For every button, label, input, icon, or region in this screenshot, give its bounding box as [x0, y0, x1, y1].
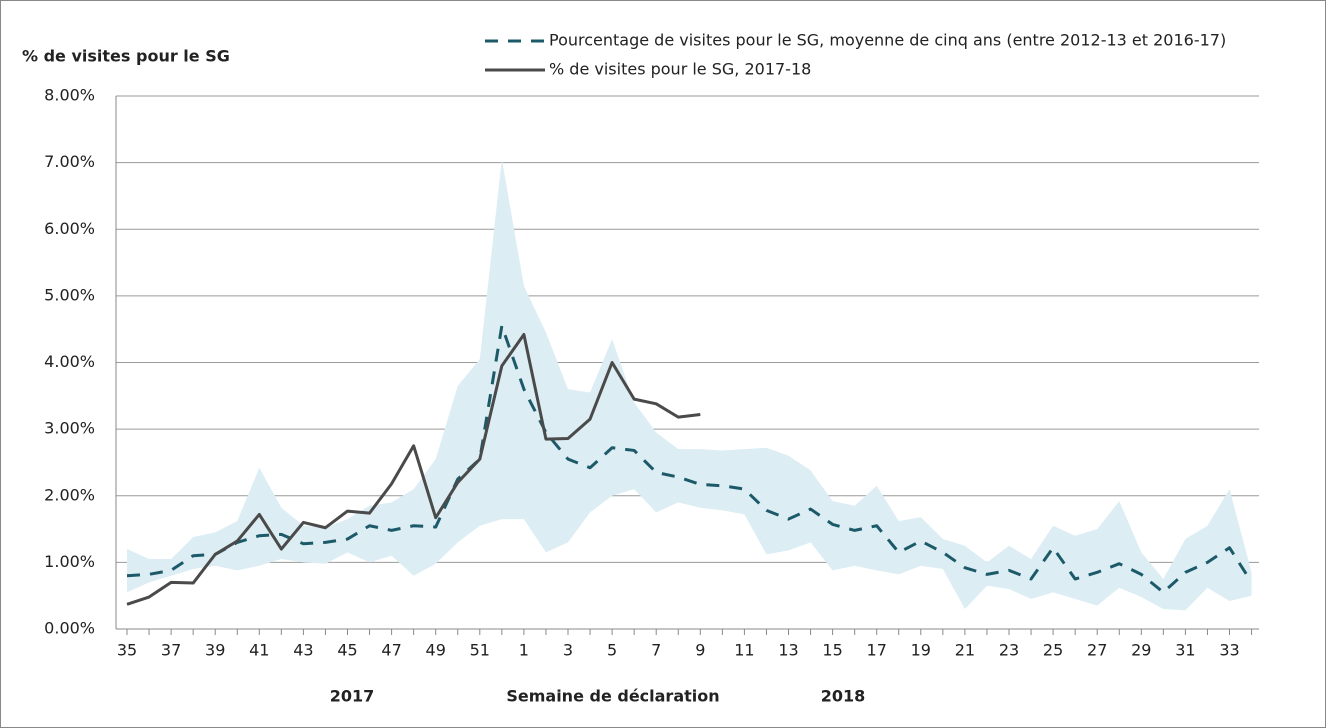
y-tick-label: 5.00%	[44, 285, 95, 304]
x-tick-label: 1	[519, 641, 529, 660]
y-tick-label: 0.00%	[44, 619, 95, 638]
x-tick-label: 9	[695, 641, 705, 660]
x-tick-label: 19	[911, 641, 931, 660]
x-tick-label: 37	[161, 641, 181, 660]
x-tick-label: 49	[426, 641, 446, 660]
y-tick-label: 8.00%	[44, 86, 95, 105]
x-tick-label: 25	[1043, 641, 1063, 660]
legend-label: Pourcentage de visites pour le SG, moyen…	[549, 31, 1226, 50]
y-axis-title: % de visites pour le SG	[22, 47, 230, 66]
x-tick-label: 41	[249, 641, 269, 660]
x-tick-label: 13	[778, 641, 798, 660]
x-tick-label: 47	[381, 641, 401, 660]
legend-label: % de visites pour le SG, 2017-18	[549, 60, 811, 79]
x-axis-title: Semaine de déclaration	[506, 687, 719, 706]
y-tick-label: 6.00%	[44, 219, 95, 238]
x-tick-label: 29	[1131, 641, 1151, 660]
x-tick-label: 43	[293, 641, 313, 660]
x-tick-label: 11	[734, 641, 754, 660]
y-tick-label: 1.00%	[44, 552, 95, 571]
x-tick-label: 35	[117, 641, 137, 660]
year-label: 2018	[821, 687, 866, 706]
x-tick-label: 5	[607, 641, 617, 660]
x-tick-label: 51	[470, 641, 490, 660]
x-tick-label: 27	[1087, 641, 1107, 660]
x-tick-label: 23	[999, 641, 1019, 660]
x-tick-label: 45	[337, 641, 357, 660]
x-tick-label: 15	[822, 641, 842, 660]
x-tick-label: 33	[1219, 641, 1239, 660]
x-tick-label: 3	[563, 641, 573, 660]
y-tick-label: 2.00%	[44, 485, 95, 504]
x-tick-label: 39	[205, 641, 225, 660]
x-tick-label: 17	[867, 641, 887, 660]
y-tick-label: 3.00%	[44, 419, 95, 438]
series-line	[126, 324, 1253, 594]
x-tick-label: 31	[1175, 641, 1195, 660]
year-label: 2017	[330, 687, 375, 706]
y-tick-label: 4.00%	[44, 352, 95, 371]
series-line	[126, 333, 701, 606]
x-tick-label: 21	[955, 641, 975, 660]
y-tick-label: 7.00%	[44, 152, 95, 171]
range-band	[127, 159, 1252, 611]
x-tick-label: 7	[651, 641, 661, 660]
